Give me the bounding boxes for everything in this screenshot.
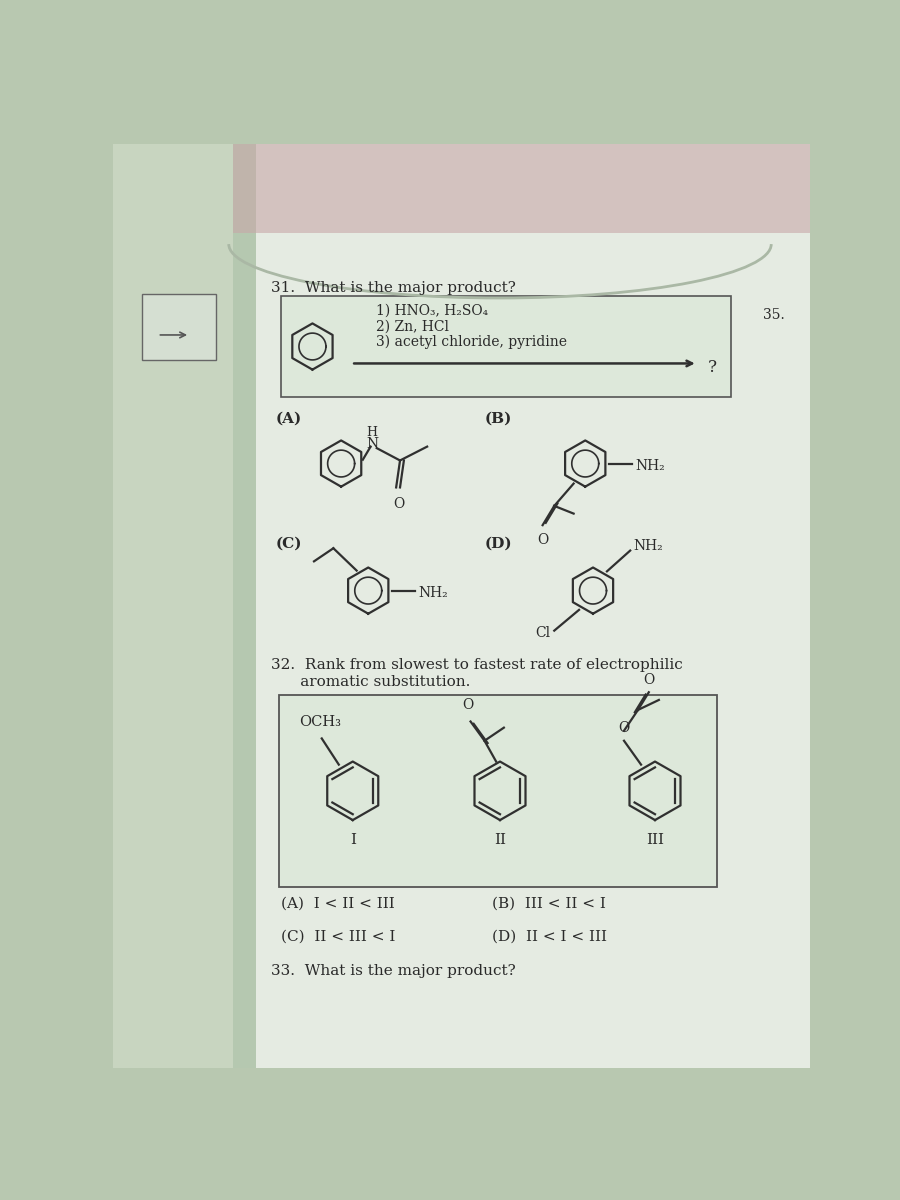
- Text: 35.: 35.: [763, 308, 785, 322]
- Text: NH₂: NH₂: [635, 458, 665, 473]
- Polygon shape: [232, 144, 256, 1068]
- Text: II: II: [494, 833, 506, 847]
- Text: 2) Zn, HCl: 2) Zn, HCl: [376, 319, 449, 334]
- Text: O: O: [644, 673, 654, 686]
- Text: O: O: [392, 498, 404, 511]
- Text: (B): (B): [484, 412, 512, 426]
- Text: H: H: [366, 426, 378, 439]
- Text: 3) acetyl chloride, pyridine: 3) acetyl chloride, pyridine: [376, 335, 567, 349]
- Text: (D)  II < I < III: (D) II < I < III: [492, 929, 608, 943]
- Text: NH₂: NH₂: [634, 539, 663, 553]
- Text: (D): (D): [484, 536, 512, 551]
- Text: 32.  Rank from slowest to fastest rate of electrophilic: 32. Rank from slowest to fastest rate of…: [272, 659, 683, 672]
- Text: O: O: [462, 698, 473, 713]
- Text: (C)  II < III < I: (C) II < III < I: [282, 929, 396, 943]
- Text: N: N: [366, 437, 378, 450]
- Text: NH₂: NH₂: [418, 586, 448, 600]
- Text: O: O: [537, 533, 548, 547]
- Text: aromatic substitution.: aromatic substitution.: [272, 676, 471, 689]
- Text: (A): (A): [275, 412, 302, 426]
- Text: 1) HNO₃, H₂SO₄: 1) HNO₃, H₂SO₄: [376, 304, 488, 318]
- Text: 33.  What is the major product?: 33. What is the major product?: [272, 964, 516, 978]
- Text: 31.  What is the major product?: 31. What is the major product?: [272, 281, 517, 295]
- Text: I: I: [350, 833, 356, 847]
- Bar: [142, 294, 216, 360]
- Polygon shape: [112, 144, 237, 1068]
- Text: OCH₃: OCH₃: [299, 715, 341, 730]
- Text: Cl: Cl: [536, 626, 551, 640]
- Bar: [279, 695, 717, 887]
- Polygon shape: [232, 144, 810, 1068]
- Text: ?: ?: [707, 359, 716, 376]
- Text: (A)  I < II < III: (A) I < II < III: [282, 898, 395, 911]
- Text: O: O: [618, 721, 630, 736]
- Bar: [282, 296, 731, 396]
- Text: III: III: [646, 833, 664, 847]
- Polygon shape: [232, 144, 810, 233]
- Text: (B)  III < II < I: (B) III < II < I: [492, 898, 606, 911]
- Text: (C): (C): [275, 536, 302, 551]
